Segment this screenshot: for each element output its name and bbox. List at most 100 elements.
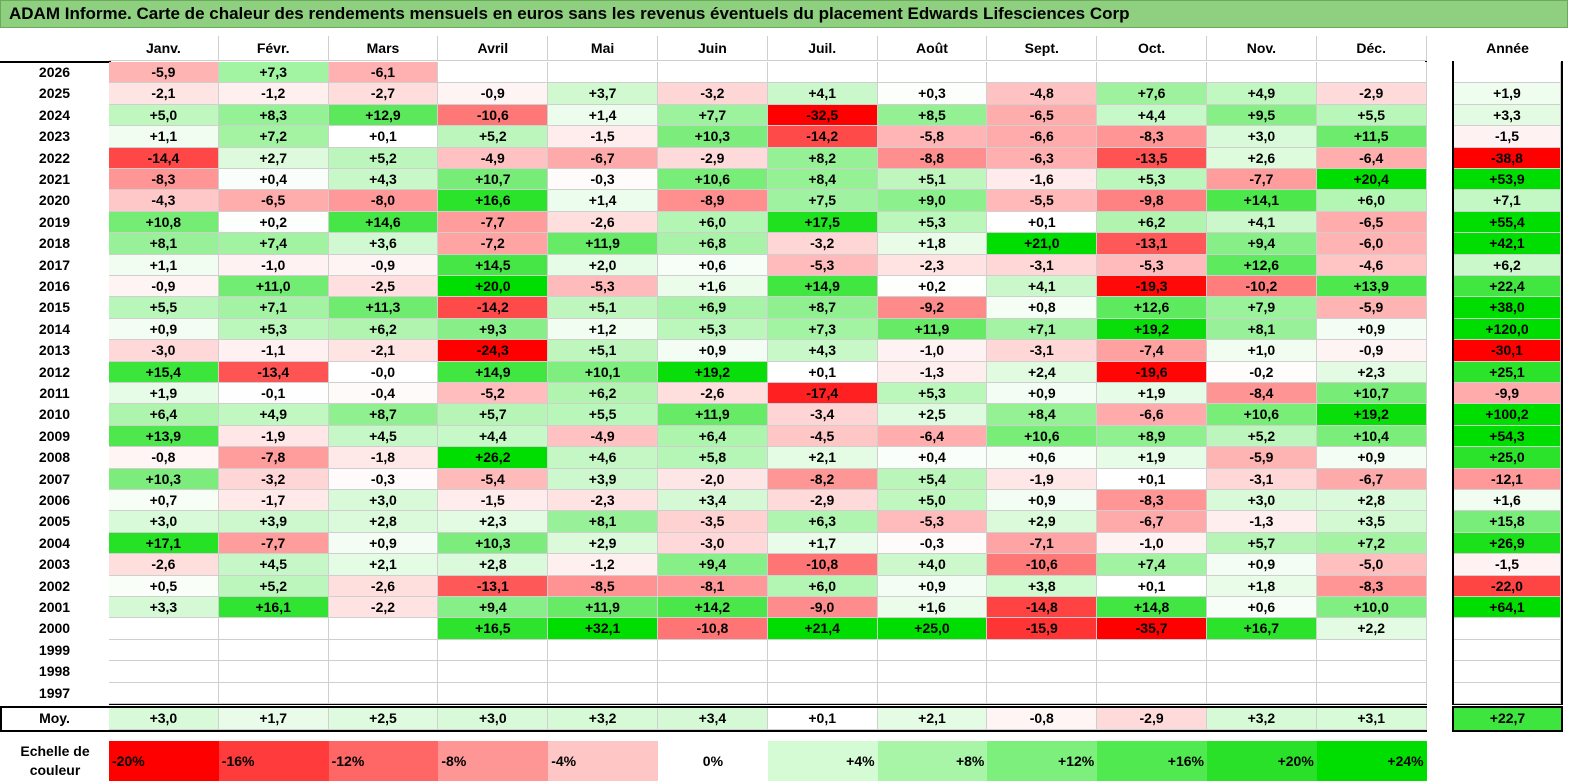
heatmap-cell: +5,3 <box>877 383 988 405</box>
average-cell: +3,2 <box>548 708 658 730</box>
heatmap-cell: -5,5 <box>987 190 1098 212</box>
annual-cell: -1,5 <box>1454 126 1561 148</box>
heatmap-cell: -14,4 <box>109 147 219 169</box>
heatmap-cell: +0,9 <box>987 490 1098 512</box>
heatmap-cell: +2,3 <box>438 511 549 533</box>
heatmap-cell: +20,4 <box>1316 169 1427 191</box>
heatmap-cell: +19,2 <box>1097 318 1207 341</box>
heatmap-cell: -0,9 <box>1316 340 1427 362</box>
heatmap-cell: +25,0 <box>877 618 988 640</box>
heatmap-cell: +5,3 <box>218 318 329 341</box>
heatmap-cell: +0,5 <box>109 575 219 597</box>
heatmap-cell: -4,8 <box>987 83 1098 105</box>
heatmap-cell <box>767 639 878 662</box>
heatmap-cell: +10,6 <box>987 425 1098 448</box>
heatmap-cell: +4,5 <box>218 554 329 576</box>
heatmap-cell: +0,9 <box>1207 554 1317 576</box>
color-scale-step: +12% <box>987 741 1098 781</box>
heatmap-cell: +0,7 <box>109 490 219 512</box>
color-scale-step: -20% <box>109 741 219 781</box>
year-label: 2008 <box>38 449 71 466</box>
heatmap-cell: +0,9 <box>109 318 219 341</box>
heatmap-cell <box>877 639 988 662</box>
heatmap-cell: +0,9 <box>1316 447 1427 469</box>
heatmap-cell: +7,9 <box>1207 297 1317 319</box>
heatmap-cell: +8,9 <box>1097 425 1207 448</box>
heatmap-cell: +5,0 <box>877 490 988 512</box>
annual-header: Année <box>1452 36 1563 61</box>
color-scale-step: -8% <box>438 741 549 781</box>
heatmap-cell: -3,2 <box>658 83 768 105</box>
heatmap-cell: -6,5 <box>218 190 329 212</box>
heatmap-cell: -7,7 <box>438 211 549 234</box>
heatmap-cell: -5,0 <box>1316 554 1427 576</box>
year-column-border <box>0 61 109 63</box>
heatmap-cell <box>438 639 549 662</box>
heatmap-cell: +7,2 <box>218 126 329 148</box>
color-scale-step: -4% <box>548 741 658 781</box>
heatmap-cell: +2,0 <box>548 254 658 276</box>
heatmap-cell: -0,3 <box>328 468 439 490</box>
heatmap-cell: -5,3 <box>767 254 878 276</box>
heatmap-cell: +16,5 <box>438 618 549 640</box>
average-cell: -0,8 <box>987 708 1098 730</box>
heatmap-cell: +5,7 <box>1207 532 1317 555</box>
year-label: 1997 <box>38 684 71 701</box>
heatmap-cell: -8,3 <box>1316 575 1427 597</box>
annual-cell: +1,6 <box>1454 490 1561 512</box>
heatmap-cell: -5,3 <box>1097 254 1207 276</box>
heatmap-cell: +3,0 <box>109 511 219 533</box>
heatmap-cell: -5,9 <box>1316 297 1427 319</box>
heatmap-cell: +17,5 <box>767 211 878 234</box>
heatmap-cell: +9,4 <box>658 554 768 576</box>
heatmap-cell: +4,9 <box>1207 83 1317 105</box>
heatmap-cell: +2,9 <box>548 532 658 555</box>
heatmap-cell: +6,9 <box>658 297 768 319</box>
heatmap-cell: +11,9 <box>548 233 658 255</box>
heatmap-cell: +7,3 <box>218 62 329 84</box>
month-header: Juil. <box>767 36 878 61</box>
heatmap-cell <box>1207 682 1317 704</box>
heatmap-cell <box>218 661 329 683</box>
month-header: Mars <box>328 36 439 61</box>
heatmap-cell: +7,1 <box>218 297 329 319</box>
heatmap-cell: +9,0 <box>877 190 988 212</box>
heatmap-cell: +4,6 <box>548 447 658 469</box>
heatmap-cell: +7,6 <box>1097 83 1207 105</box>
heatmap-cell: -24,3 <box>438 340 549 362</box>
heatmap-cell: +5,7 <box>438 404 549 426</box>
heatmap-cell: +0,6 <box>658 254 768 276</box>
heatmap-cell: -9,8 <box>1097 190 1207 212</box>
heatmap-cell: +3,8 <box>987 575 1098 597</box>
heatmap-cell: -8,2 <box>767 468 878 490</box>
heatmap-cell: +8,3 <box>218 104 329 127</box>
heatmap-cell: +12,9 <box>328 104 439 127</box>
heatmap-cell: +4,4 <box>1097 104 1207 127</box>
year-label: 2020 <box>38 192 71 209</box>
year-label: 2005 <box>38 513 71 530</box>
heatmap-cell: +11,3 <box>328 297 439 319</box>
heatmap-cell <box>109 682 219 704</box>
year-label: 2026 <box>38 64 71 80</box>
heatmap-cell: +1,6 <box>658 276 768 298</box>
color-scale-step: -12% <box>328 741 439 781</box>
heatmap-cell: +20,0 <box>438 276 549 298</box>
heatmap-cell: +21,0 <box>987 233 1098 255</box>
heatmap-cell: -0,3 <box>877 532 988 555</box>
heatmap-cell: +1,0 <box>1207 340 1317 362</box>
heatmap-cell: -13,5 <box>1097 147 1207 169</box>
heatmap-cell: -3,4 <box>767 404 878 426</box>
heatmap-cell: -7,7 <box>218 532 329 555</box>
heatmap-cell: +0,9 <box>877 575 988 597</box>
heatmap-cell: +10,6 <box>1207 404 1317 426</box>
heatmap-cell: -0,8 <box>109 447 219 469</box>
heatmap-cell: -7,4 <box>1097 340 1207 362</box>
heatmap-cell: +0,8 <box>987 297 1098 319</box>
heatmap-cell: -5,9 <box>1207 447 1317 469</box>
average-cell: +2,1 <box>877 708 988 730</box>
heatmap-cell: +1,2 <box>548 318 658 341</box>
heatmap-cell: -8,0 <box>328 190 439 212</box>
year-label: 2019 <box>38 213 71 230</box>
heatmap-cell: +2,7 <box>218 147 329 169</box>
heatmap-cell: +6,8 <box>658 233 768 255</box>
